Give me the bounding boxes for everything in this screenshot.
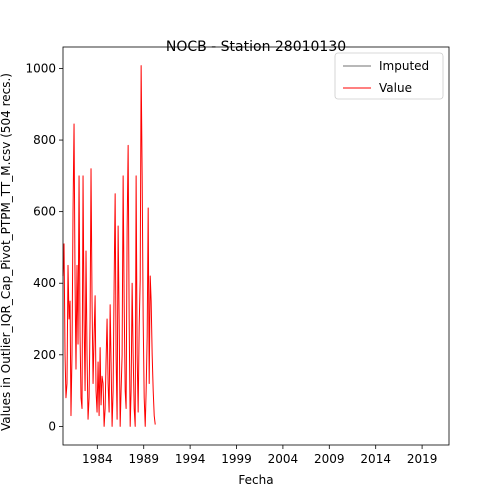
x-tick-label: 2004 <box>268 452 299 466</box>
y-axis-label: Values in Outlier_IQR_Cap_Pivot_PTPM_TT_… <box>0 73 13 431</box>
data-line <box>62 65 156 427</box>
legend-label: Imputed <box>379 59 429 73</box>
x-tick-label: 2009 <box>314 452 345 466</box>
x-axis-label: Fecha <box>238 473 273 487</box>
y-tick-label: 200 <box>33 348 56 362</box>
x-tick-label: 1984 <box>82 452 113 466</box>
legend-label: Value <box>379 81 412 95</box>
x-tick-label: 2019 <box>407 452 438 466</box>
y-tick-label: 1000 <box>25 61 56 75</box>
y-tick-label: 600 <box>33 205 56 219</box>
y-tick-label: 0 <box>48 419 56 433</box>
x-tick-label: 1989 <box>128 452 159 466</box>
x-tick-label: 2014 <box>360 452 391 466</box>
y-tick-label: 400 <box>33 276 56 290</box>
x-tick-label: 1999 <box>221 452 252 466</box>
plot-frame <box>62 46 450 446</box>
y-tick-label: 800 <box>33 133 56 147</box>
x-tick-label: 1994 <box>175 452 206 466</box>
